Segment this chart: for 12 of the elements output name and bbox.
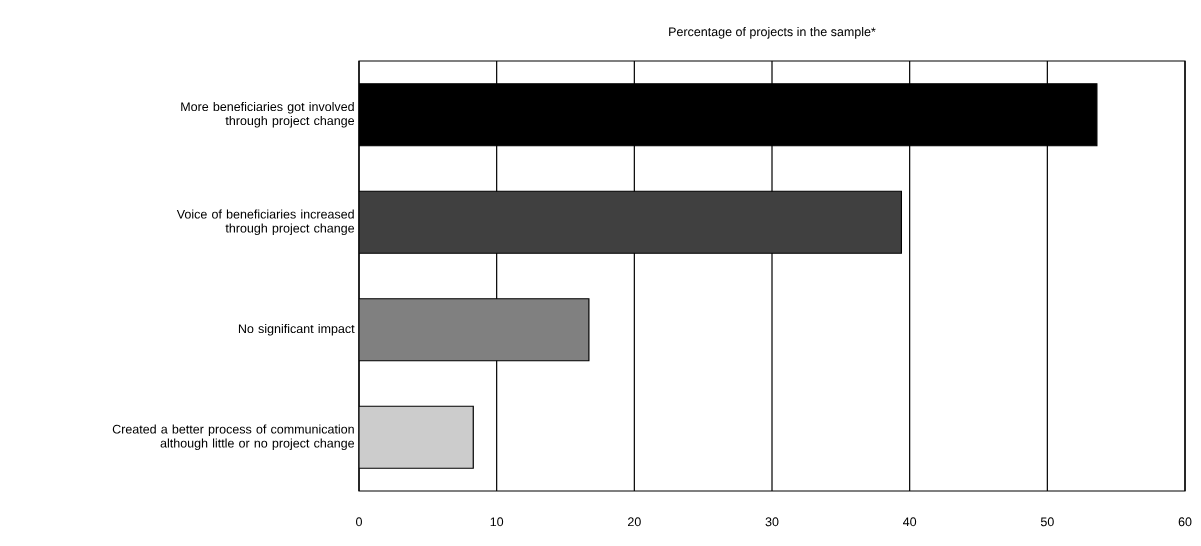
x-tick-label: 40 bbox=[903, 517, 917, 527]
y-tick-label: Voice of beneficiaries increased through project change bbox=[176, 209, 355, 236]
chart-title: Percentage of projects in the sample* bbox=[669, 27, 876, 39]
x-tick-label: 0 bbox=[356, 517, 362, 527]
y-tick-label: No significant impact bbox=[238, 323, 355, 336]
x-tick-label: 60 bbox=[1178, 517, 1192, 527]
x-tick-label: 10 bbox=[490, 517, 504, 527]
x-tick-label: 30 bbox=[765, 517, 779, 527]
y-tick-label: More beneficiaries got involved through project change bbox=[181, 101, 355, 128]
y-tick-label: Created a better process of communication although little or no project change bbox=[112, 424, 355, 451]
x-tick-label: 20 bbox=[628, 517, 641, 527]
x-tick-label: 50 bbox=[1040, 517, 1054, 527]
